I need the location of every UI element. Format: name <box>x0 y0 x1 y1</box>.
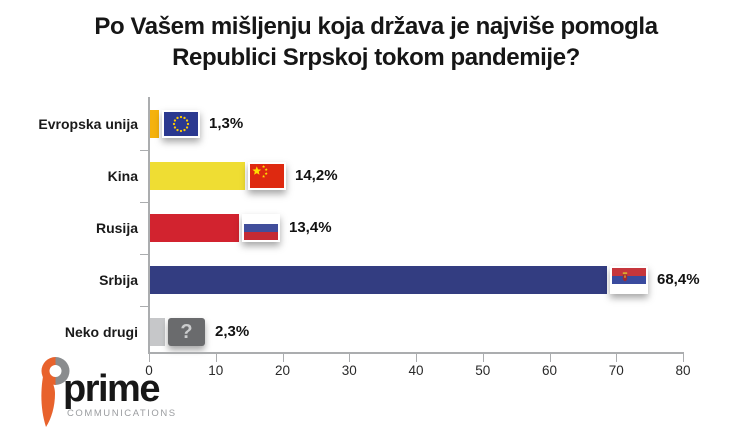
prime-logo-name: prime <box>63 368 160 410</box>
value-label-kina: 14,2% <box>295 167 338 184</box>
chart-title-line1: Po Vašem mišljenju koja država je najviš… <box>94 13 658 40</box>
category-label-kina: Kina <box>107 168 138 184</box>
bar-neko-drugi <box>150 318 165 346</box>
x-axis-tick-label: 60 <box>541 363 558 378</box>
chart-title: Po Vašem mišljenju koja država je najviš… <box>0 11 752 73</box>
category-boundary-tick <box>140 254 148 255</box>
value-label-rusija: 13,4% <box>289 219 332 236</box>
x-axis-tick <box>282 354 284 362</box>
x-axis-tick <box>349 354 351 362</box>
prime-logo-icon <box>41 357 70 427</box>
x-axis-tick <box>616 354 618 362</box>
x-axis-tick <box>215 354 217 362</box>
x-axis-tick-label: 70 <box>608 363 624 378</box>
category-label-evropska-unija: Evropska unija <box>38 116 138 132</box>
x-axis-line <box>148 352 684 354</box>
x-axis-tick <box>549 354 551 362</box>
category-boundary-tick <box>140 150 148 151</box>
x-axis-tick <box>482 354 484 362</box>
category-boundary-tick <box>140 306 148 307</box>
prime-logo: prime COMMUNICATIONS <box>26 346 226 440</box>
x-axis-tick-label: 30 <box>341 363 357 378</box>
x-axis-tick-label: 80 <box>675 363 691 378</box>
bar-evropska-unija <box>150 110 159 138</box>
category-label-neko-drugi: Neko drugi <box>64 324 138 340</box>
y-axis-line <box>148 97 150 352</box>
serbia-flag-icon <box>610 266 648 294</box>
eu-flag-icon <box>162 110 200 138</box>
prime-logo-subtitle: COMMUNICATIONS <box>67 408 177 419</box>
category-label-srbija: Srbija <box>99 272 138 288</box>
x-axis-tick-label: 50 <box>475 363 491 378</box>
value-label-srbija: 68,4% <box>657 271 700 288</box>
x-axis-tick-label: 40 <box>408 363 424 378</box>
question-icon: ? <box>168 318 205 346</box>
category-boundary-tick <box>140 202 148 203</box>
x-axis-tick <box>683 354 684 362</box>
chart-title-line2: Republici Srpskoj tokom pandemije? <box>172 44 580 71</box>
category-label-rusija: Rusija <box>95 220 138 236</box>
x-axis-tick-label: 0 <box>145 363 153 378</box>
x-axis-tick-label: 10 <box>208 363 224 378</box>
bar-kina <box>150 162 245 190</box>
value-label-neko-drugi: 2,3% <box>215 323 250 340</box>
x-axis-tick <box>149 354 150 362</box>
bar-srbija <box>150 266 607 294</box>
bar-rusija <box>150 214 239 242</box>
x-axis-tick <box>416 354 417 362</box>
china-flag-icon <box>248 162 286 190</box>
x-axis-tick-label: 20 <box>274 363 291 378</box>
russia-flag-icon <box>242 214 280 242</box>
value-label-evropska-unija: 1,3% <box>209 115 244 132</box>
